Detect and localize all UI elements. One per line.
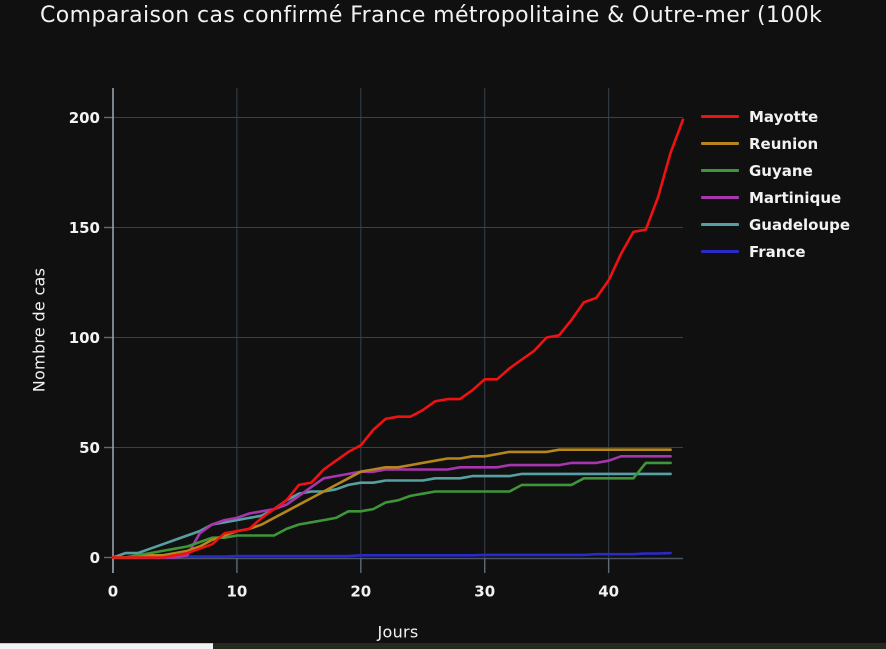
series-line-france	[111, 551, 672, 559]
series-line-martinique	[111, 454, 672, 559]
legend-label: Guyane	[749, 161, 813, 180]
legend-item-mayotte[interactable]: Mayotte	[701, 103, 850, 130]
legend-item-guadeloupe[interactable]: Guadeloupe	[701, 211, 850, 238]
legend-line-swatch	[701, 196, 739, 199]
legend-line-swatch	[701, 250, 739, 253]
legend-label: Mayotte	[749, 107, 819, 126]
x-tick-label: 0	[108, 583, 118, 601]
y-axis-title: Nombre de cas	[29, 267, 49, 393]
legend-line-swatch	[701, 115, 739, 118]
chart-title: Comparaison cas confirmé France métropol…	[40, 3, 823, 28]
series-line-guyane	[111, 461, 672, 559]
legend-label: Guadeloupe	[749, 215, 851, 234]
horizontal-scrollbar[interactable]	[0, 643, 886, 649]
legend-label: Martinique	[749, 188, 842, 207]
legend-label: Reunion	[749, 134, 819, 153]
series-line-reunion	[111, 448, 672, 559]
y-tick-label: 0	[90, 549, 100, 567]
legend-line-swatch	[701, 142, 739, 145]
x-axis-title: Jours	[377, 622, 419, 642]
x-tick-label: 10	[226, 583, 247, 601]
series-line-guadeloupe	[111, 472, 672, 559]
y-tick-label: 50	[79, 439, 100, 457]
y-tick-label: 200	[69, 109, 100, 127]
y-tick-label: 100	[69, 329, 100, 347]
y-tick-label: 150	[69, 219, 100, 237]
x-tick-label: 40	[598, 583, 619, 601]
legend-item-guyane[interactable]: Guyane	[701, 157, 850, 184]
x-tick-label: 20	[350, 583, 371, 601]
legend: Mayotte Reunion Guyane Martinique Guadeloupe…	[701, 103, 850, 265]
scrollbar-thumb[interactable]	[0, 643, 213, 649]
legend-item-reunion[interactable]: Reunion	[701, 130, 850, 157]
legend-line-swatch	[701, 169, 739, 172]
legend-label: France	[749, 242, 806, 261]
legend-item-france[interactable]: France	[701, 238, 850, 265]
legend-item-martinique[interactable]: Martinique	[701, 184, 850, 211]
series-line-mayotte	[111, 118, 685, 559]
x-tick-label: 30	[474, 583, 495, 601]
legend-line-swatch	[701, 223, 739, 226]
